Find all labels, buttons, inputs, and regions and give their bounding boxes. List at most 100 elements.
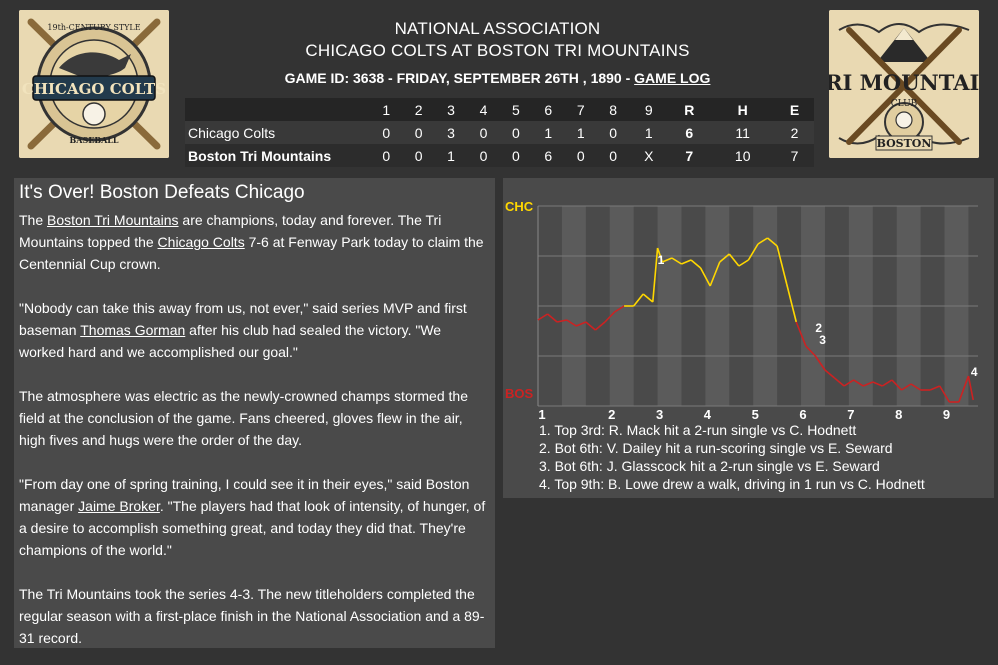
wp-line-segment [929,385,941,391]
wp-line-segment [805,345,816,357]
chicago-team-link[interactable]: Chicago Colts [157,234,245,250]
linescore-cell: 1 [544,124,553,141]
inning-label: 5 [752,407,759,422]
story-headline: It's Over! Boston Defeats Chicago [19,182,305,203]
wp-line-segment [566,319,577,327]
linescore-cell: 0 [414,147,423,164]
story-paragraph: The Tri Mountains took the series 4-3. T… [19,586,485,646]
linescore-table: 1 2 3 4 5 6 7 8 9 R H E Chicago Colts 0 … [185,98,814,167]
wp-event-marker: 1 [658,253,665,267]
chart-label-top: CHC [505,199,534,214]
linescore-cell: 0 [479,124,488,141]
inning-label: 9 [943,407,950,422]
game-story: It's Over! Boston Defeats Chicago The Bo… [14,178,495,648]
story-paragraph: The atmosphere was electric as the newly… [19,388,468,448]
wp-line-segment [681,259,692,265]
chicago-colts-logo: CHICAGO COLTS 19th-CENTURY STYLE BASEBAL… [19,10,169,158]
story-paragraph: "Nobody can take this away from us, not … [19,300,467,360]
wp-line-segment [814,355,826,371]
linescore-cell: 0 [479,147,488,164]
linescore-cell: 0 [512,124,520,141]
linescore-runs-away: 6 [685,124,694,141]
linescore-cell: 0 [512,147,520,164]
linescore-cell: 6 [544,147,553,164]
wp-line-segment [958,375,970,403]
wp-line-segment [614,305,625,313]
manager-link-jaime-broker[interactable]: Jaime Broker [78,498,160,514]
wp-line-segment [738,259,749,267]
logo-home-text: TRI MOUNTAIN [829,70,979,95]
wp-line-segment [642,293,654,303]
linescore-errors-away: 2 [790,124,799,141]
wp-line-segment [853,379,864,387]
linescore-cell: X [644,147,654,164]
wp-line-segment [824,369,836,379]
linescore-header-inning: 7 [576,101,585,118]
wp-line-segment [699,267,711,287]
wp-event-marker: 2 [815,321,822,335]
win-probability-panel: CHC BOS 1 2 3 4 1 2 3 4 5 6 7 8 9 1. Top 3rd: R. Mack … [503,178,994,498]
player-link-thomas-gorman[interactable]: Thomas Gorman [80,322,186,338]
wp-line-segment [575,321,587,327]
linescore-runs-home: 7 [685,147,694,164]
linescore-header-inning: 8 [609,101,618,118]
linescore-header-row: 1 2 3 4 5 6 7 8 9 R H E [185,98,814,121]
linescore-row-away: Chicago Colts 0 0 3 0 0 1 1 0 1 6 11 2 [185,121,814,144]
wp-line-segment [757,237,768,245]
linescore-row-home: Boston Tri Mountains 0 0 1 0 0 6 0 0 X 7… [185,144,814,167]
linescore-hits-home: 10 [734,147,751,164]
key-events-list: 1. Top 3rd: R. Mack hit a 2-run single v… [539,421,925,493]
wp-line-segment [594,321,606,331]
linescore-team-home[interactable]: Boston Tri Mountains [188,147,332,164]
key-event-item: 3. Bot 6th: J. Glasscock hit a 2-run sin… [539,458,880,474]
chart-label-bottom: BOS [505,386,534,401]
linescore-cell: 1 [447,147,455,164]
game-log-link[interactable]: GAME LOG [634,70,711,86]
wp-line-segment [872,381,883,387]
key-event-item: 4. Top 9th: B. Lowe drew a walk, driving… [539,476,925,492]
linescore-hits-away: 11 [735,124,750,141]
game-info: GAME ID: 3638 - FRIDAY, SEPTEMBER 26TH ,… [185,68,810,88]
linescore-errors-home: 7 [790,147,799,164]
wp-line-segment [547,313,558,323]
svg-text:19th-CENTURY STYLE: 19th-CENTURY STYLE [47,23,140,32]
wp-line-segment [690,259,702,269]
wp-line-segment [604,311,616,323]
inning-label: 1 [538,407,545,422]
wp-line-segment [843,379,855,387]
linescore-header-inning: 2 [414,101,423,118]
wp-line-segment [709,261,721,287]
key-event-item: 2. Bot 6th: V. Dailey hit a run-scoring … [539,440,893,456]
linescore-header-hits: H [737,101,748,118]
wp-line-segment [556,319,567,323]
inning-label: 7 [847,407,854,422]
svg-text:CLUB: CLUB [891,99,918,109]
league-title: NATIONAL ASSOCIATION [394,19,601,38]
wp-event-marker: 3 [819,333,826,347]
linescore-header-inning: 4 [479,101,488,118]
wp-line-segment [881,379,893,387]
linescore-cell: 0 [414,124,423,141]
svg-text:BOSTON: BOSTON [877,137,932,150]
linescore-team-away[interactable]: Chicago Colts [188,124,276,141]
wp-line-segment [910,383,922,391]
linescore-header-inning: 3 [447,101,455,118]
linescore-header-errors: E [789,101,800,118]
wp-event-marker: 4 [971,365,978,379]
wp-line-segment [834,377,845,387]
linescore-header-inning: 1 [382,101,391,118]
matchup-title: CHICAGO COLTS AT BOSTON TRI MOUNTAINS [305,41,690,60]
logo-away-text: CHICAGO COLTS [22,80,166,98]
boston-team-link[interactable]: Boston Tri Mountains [47,212,179,228]
wp-line-segment [537,313,548,321]
wp-line-segment [747,243,759,261]
wp-line-segment [967,375,975,401]
wp-line-segment [633,293,644,307]
inning-label: 8 [895,407,902,422]
game-header: NATIONAL ASSOCIATION CHICAGO COLTS AT BO… [185,18,810,88]
wp-line-segment [891,379,903,391]
wp-line-segment [651,247,659,303]
key-event-item: 1. Top 3rd: R. Mack hit a 2-run single v… [539,422,857,438]
linescore-header-runs: R [684,101,695,118]
wp-line-segment [862,381,874,387]
